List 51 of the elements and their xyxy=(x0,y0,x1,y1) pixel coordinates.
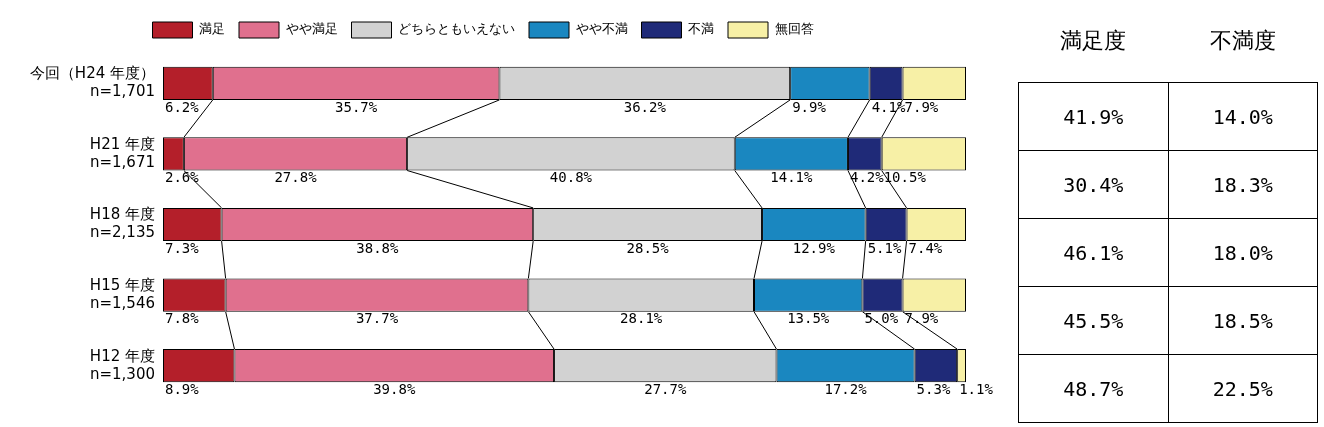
data-label: 5.1% xyxy=(867,239,902,256)
legend-label: 満足 xyxy=(199,21,225,37)
y-tick-label: H21 年度 n=1,671 xyxy=(89,134,155,171)
data-label: 40.8% xyxy=(549,169,593,186)
text: 46.1% xyxy=(1063,240,1124,265)
data-label: 7.9% xyxy=(904,98,939,115)
text: 45.5% xyxy=(1063,308,1124,333)
data-label: 35.7% xyxy=(335,98,378,115)
legend-label: やや不満 xyxy=(575,21,628,37)
text: 48.7% xyxy=(1063,376,1124,401)
data-label: 28.5% xyxy=(626,239,670,256)
legend-label: やや満足 xyxy=(285,21,338,37)
text: 41.9% xyxy=(1063,104,1124,129)
text: 14.0% xyxy=(1212,104,1273,129)
data-label: 6.2% xyxy=(165,98,200,115)
data-label: 12.9% xyxy=(792,239,836,256)
text: 30.4% xyxy=(1063,172,1124,197)
y-tick-label: 今回（H24 年度） n=1,701 xyxy=(29,64,155,101)
data-label: 5.3% xyxy=(916,380,951,397)
data-label: 13.5% xyxy=(787,310,830,327)
data-label: 27.8% xyxy=(274,169,318,186)
data-label: 7.3% xyxy=(165,239,200,256)
data-label: 4.1% xyxy=(871,98,906,115)
text: 18.5% xyxy=(1212,308,1273,333)
category-label: 満足度 xyxy=(1059,27,1128,55)
category-label: 不満度 xyxy=(1208,27,1277,55)
data-label: 14.1% xyxy=(770,169,813,186)
data-label: 39.8% xyxy=(373,380,416,397)
data-label: 37.7% xyxy=(355,310,399,327)
text: 22.5% xyxy=(1212,376,1273,401)
data-label: 7.8% xyxy=(165,310,200,327)
data-label: 36.2% xyxy=(623,98,667,115)
text: 18.3% xyxy=(1212,172,1273,197)
data-label: 4.2% xyxy=(849,169,885,186)
data-label: 28.1% xyxy=(620,310,663,327)
data-label: 1.1% xyxy=(959,380,994,397)
legend-label: 不満 xyxy=(688,21,714,37)
y-tick-label: H15 年度 n=1,546 xyxy=(89,275,155,312)
data-label: 38.8% xyxy=(356,239,400,256)
y-tick-label: H12 年度 n=1,300 xyxy=(89,346,155,383)
data-label: 10.5% xyxy=(883,169,927,186)
data-label: 17.2% xyxy=(824,380,868,397)
data-label: 8.9% xyxy=(165,380,200,397)
data-label: 27.7% xyxy=(644,380,687,397)
data-label: 7.4% xyxy=(908,239,943,256)
y-tick-label: H18 年度 n=2,135 xyxy=(89,205,155,242)
data-label: 2.6% xyxy=(165,169,200,186)
legend-label: 無回答 xyxy=(774,21,814,37)
text: 18.0% xyxy=(1212,240,1273,265)
data-label: 9.9% xyxy=(792,98,827,115)
legend-label: どちらともいえない xyxy=(398,21,515,37)
